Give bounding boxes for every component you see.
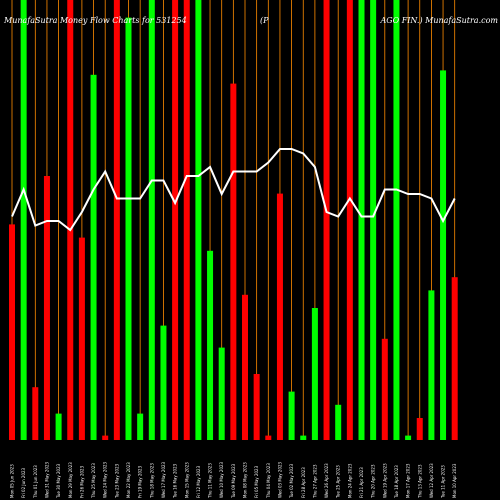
money-flow-bar: [265, 435, 272, 440]
money-flow-bar: [43, 176, 50, 440]
money-flow-bar: [160, 325, 167, 440]
x-axis-tick-labels: Mon 05 Jun 2023 Fri 02 Jun 2023 Thu 01 Jun…: [10, 461, 458, 499]
x-tick-label: Wed 26 Apr 2023: [324, 463, 329, 498]
x-tick-label: Wed 24 May 2023: [103, 461, 108, 498]
money-flow-bar: [90, 74, 97, 441]
x-tick-label: Wed 19 Apr 2023: [382, 463, 387, 498]
x-tick-label: Thu 27 Apr 2023: [312, 464, 317, 499]
x-tick-label: Tue 30 May 2023: [56, 463, 61, 499]
money-flow-bar: [370, 0, 377, 440]
money-flow-bar: [311, 308, 318, 440]
x-tick-label: Tue 23 May 2023: [114, 463, 119, 499]
x-tick-label: Mon 05 Jun 2023: [10, 464, 15, 498]
x-tick-label: Fri 02 Jun 2023: [21, 467, 26, 498]
money-flow-bar: [207, 250, 214, 440]
x-tick-label: Thu 13 Apr 2023: [417, 464, 422, 499]
money-flow-bar: [242, 294, 248, 440]
header-right: AGO FIN.) MunafaSutra.com: [379, 16, 498, 25]
x-tick-label: Thu 01 Jun 2023: [33, 465, 38, 499]
money-flow-bar: [405, 435, 412, 440]
x-tick-label: Fri 12 May 2023: [196, 465, 201, 498]
money-flow-bar: [276, 193, 283, 440]
money-flow-bar: [440, 70, 447, 441]
x-tick-label: Wed 12 Apr 2023: [429, 463, 434, 498]
x-tick-label: Wed 03 May 2023: [277, 461, 282, 498]
x-tick-label: Mon 29 May 2023: [68, 462, 73, 498]
money-flow-bar: [416, 418, 423, 440]
money-flow-bar: [335, 404, 342, 440]
money-flow-bar: [78, 237, 85, 440]
x-tick-label: Tue 11 Apr 2023: [441, 465, 446, 499]
money-flow-bar: [288, 391, 295, 440]
money-flow-bars: [9, 0, 458, 441]
money-flow-index-line: [11, 148, 456, 232]
money-flow-bar: [137, 413, 144, 440]
x-tick-label: Fri 05 May 2023: [254, 465, 259, 498]
money-flow-bar: [253, 374, 260, 440]
x-tick-label: Thu 20 Apr 2023: [371, 464, 376, 499]
money-flow-bar: [451, 277, 458, 440]
money-flow-bar: [113, 0, 120, 440]
x-tick-label: Tue 02 May 2023: [289, 463, 294, 499]
x-tick-label: Tue 25 Apr 2023: [336, 465, 341, 499]
x-tick-label: Mon 24 Apr 2023: [347, 463, 352, 498]
x-tick-label: Mon 08 May 2023: [243, 462, 248, 498]
money-flow-bar: [172, 0, 179, 440]
money-flow-bar: [381, 338, 388, 440]
x-tick-label: Thu 25 May 2023: [91, 463, 96, 499]
money-flow-bar: [55, 413, 62, 440]
money-flow-bar: [9, 224, 15, 440]
x-tick-label: Thu 11 May 2023: [208, 463, 213, 499]
money-flow-bar: [67, 0, 74, 440]
money-flow-bar: [32, 387, 39, 440]
money-flow-bar: [428, 290, 435, 440]
x-tick-label: Wed 10 May 2023: [219, 461, 224, 498]
money-flow-bar: [393, 0, 400, 440]
header-middle: (P: [260, 16, 269, 25]
money-flow-bar: [218, 347, 225, 440]
x-tick-label: Fri 26 May 2023: [79, 465, 84, 498]
x-tick-label: Fri 21 Apr 2023: [359, 467, 364, 498]
header-left: MunafaSutra Money Flow Charts for 531254: [3, 16, 187, 25]
x-tick-label: Fri 19 May 2023: [138, 465, 143, 498]
x-tick-label: Mon 10 Apr 2023: [452, 463, 457, 498]
money-flow-bar: [300, 435, 307, 440]
money-flow-bar: [20, 0, 27, 440]
money-flow-bar: [230, 83, 237, 440]
x-tick-label: Tue 09 May 2023: [231, 463, 236, 499]
x-tick-label: Thu 18 May 2023: [149, 463, 154, 499]
money-flow-bar: [183, 0, 190, 440]
money-flow-bar: [323, 0, 330, 440]
money-flow-bar: [195, 0, 202, 440]
x-tick-label: Wed 17 May 2023: [161, 461, 166, 498]
money-flow-bar: [125, 17, 132, 440]
x-tick-label: Mon 15 May 2023: [184, 462, 189, 498]
money-flow-bar: [148, 0, 155, 440]
x-tick-label: Tue 16 May 2023: [173, 463, 178, 499]
x-tick-label: Tue 18 Apr 2023: [394, 465, 399, 499]
x-tick-label: Thu 04 May 2023: [266, 463, 271, 499]
x-tick-label: Mon 22 May 2023: [126, 462, 131, 498]
x-tick-label: Wed 31 May 2023: [44, 461, 49, 498]
x-tick-label: Mon 17 Apr 2023: [406, 463, 411, 498]
x-tick-label: Fri 28 Apr 2023: [301, 467, 306, 498]
money-flow-bar: [358, 0, 365, 440]
money-flow-bar: [346, 0, 353, 440]
money-flow-bar: [102, 435, 109, 440]
